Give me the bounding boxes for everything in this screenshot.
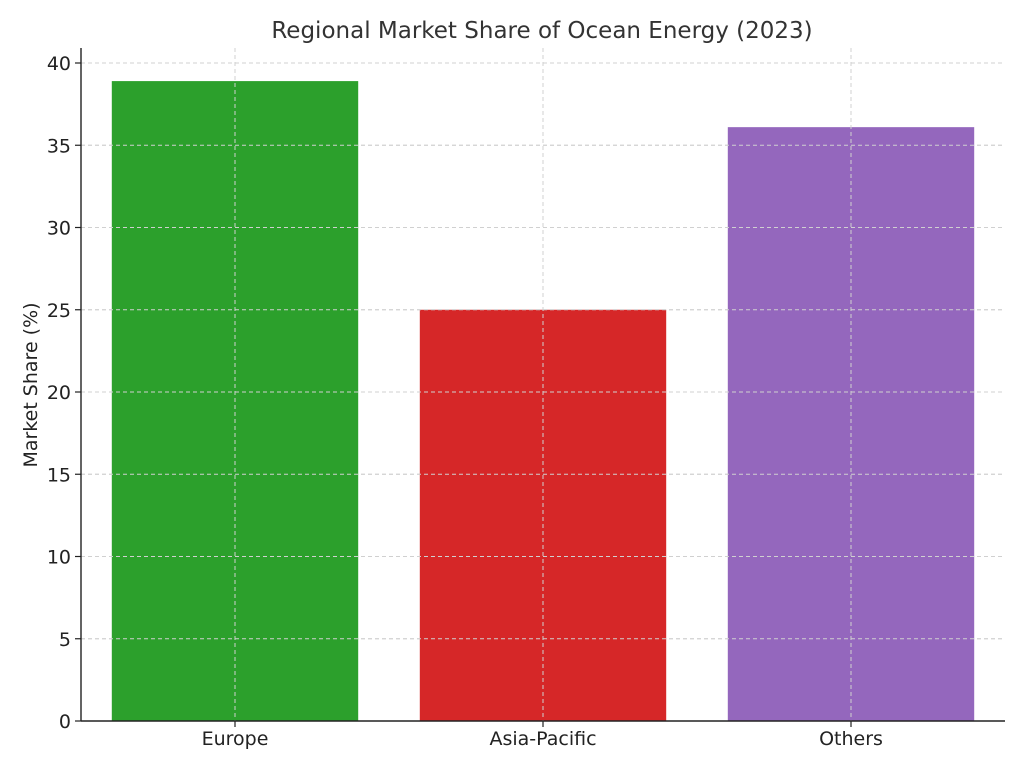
y-tick-label: 0: [59, 711, 71, 733]
y-tick-label: 15: [47, 464, 71, 486]
y-tick-label: 20: [47, 382, 71, 404]
bar-layer: [81, 48, 1005, 722]
y-tick-label: 25: [47, 300, 71, 322]
axis-layer: 0 5 10 15 20 25 30 35 40 Europe Asia-Pacific Others: [47, 48, 1005, 750]
x-tick-label: Others: [819, 728, 883, 750]
chart-title: Regional Market Share of Ocean Energy (2…: [271, 18, 812, 44]
y-tick-label: 40: [47, 53, 71, 75]
y-tick-label: 10: [47, 547, 71, 569]
y-tick-label: 30: [47, 218, 71, 240]
x-tick-label: Asia-Pacific: [489, 728, 596, 750]
y-tick-label: 5: [59, 629, 71, 651]
y-axis-label: Market Share (%): [20, 302, 42, 467]
x-tick-label: Europe: [202, 728, 269, 750]
y-tick-label: 35: [47, 135, 71, 157]
